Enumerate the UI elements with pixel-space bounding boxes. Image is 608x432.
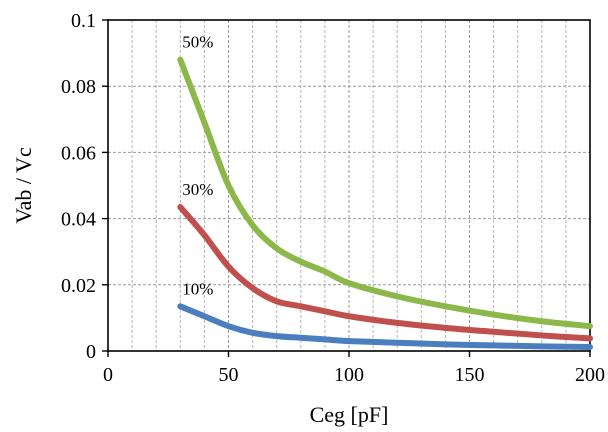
series-line-10pct [177,303,593,351]
series-lines [177,56,593,351]
axis-ticks [102,19,591,357]
y-tick-label: 0 [86,341,96,363]
y-tick-label: 0.02 [61,275,96,297]
y-tick-label: 0.1 [71,10,96,32]
y-tick-label: 0.06 [61,142,96,164]
x-tick-label: 0 [103,364,113,386]
grid-lines [108,20,590,351]
plot-area-frame [107,19,591,352]
series-labels: 50% 30% 10% [182,33,213,299]
x-tick-label: 150 [455,364,485,386]
y-axis-tick-labels: 0 0.02 0.04 0.06 0.08 0.1 [61,10,96,363]
x-axis-tick-labels: 0 50 100 150 200 [103,364,605,386]
y-axis-title: Vab / Vc [11,147,36,224]
x-tick-label: 100 [334,364,364,386]
y-tick-label: 0.04 [61,209,96,231]
series-label-10pct: 10% [182,279,213,298]
series-label-50pct: 50% [182,33,213,52]
y-tick-label: 0.08 [61,76,96,98]
x-axis-title: Ceg [pF] [310,402,389,427]
x-tick-label: 200 [575,364,605,386]
x-tick-label: 50 [219,364,239,386]
series-label-30pct: 30% [182,180,213,199]
series-line-50pct [177,56,593,330]
series-line-30pct [177,204,593,342]
